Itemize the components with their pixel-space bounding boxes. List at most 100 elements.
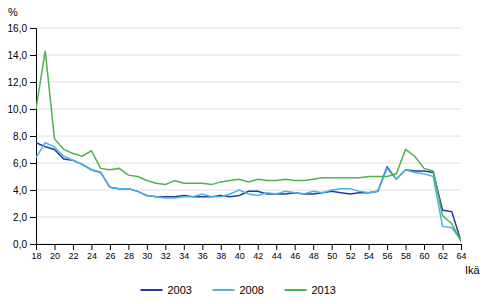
x-tick-mark bbox=[258, 244, 259, 250]
y-tick: 0,0 bbox=[13, 239, 36, 250]
x-tick-label: 46 bbox=[290, 251, 300, 261]
chart: 0,02,04,06,08,010,012,014,016,0182022242… bbox=[0, 0, 493, 304]
x-axis: 1820222426283032343638404244464850525456… bbox=[31, 244, 466, 261]
grid-line bbox=[36, 109, 461, 110]
x-tick-mark bbox=[332, 244, 333, 250]
legend-label: 2003 bbox=[168, 284, 192, 296]
x-axis-line bbox=[37, 245, 462, 251]
x-tick: 50 bbox=[327, 244, 337, 261]
legend-item: 2003 bbox=[141, 284, 192, 296]
y-tick: 6,0 bbox=[13, 158, 36, 169]
x-tick: 64 bbox=[456, 244, 466, 261]
y-tick-mark bbox=[30, 244, 36, 245]
y-tick-mark bbox=[30, 163, 36, 164]
x-tick-label: 50 bbox=[327, 251, 337, 261]
x-tick-mark bbox=[443, 244, 444, 250]
x-tick-label: 54 bbox=[364, 251, 374, 261]
y-tick: 12,0 bbox=[8, 77, 36, 88]
x-tick-label: 62 bbox=[438, 251, 448, 261]
legend-swatch bbox=[213, 289, 235, 291]
y-tick: 8,0 bbox=[13, 131, 36, 142]
x-tick-mark bbox=[369, 244, 370, 250]
y-tick-mark bbox=[30, 190, 36, 191]
x-tick-label: 52 bbox=[346, 251, 356, 261]
x-tick: 28 bbox=[124, 244, 134, 261]
x-tick-label: 36 bbox=[198, 251, 208, 261]
legend-label: 2008 bbox=[240, 284, 264, 296]
y-tick-mark bbox=[30, 28, 36, 29]
x-tick: 62 bbox=[438, 244, 448, 261]
x-tick-label: 38 bbox=[216, 251, 226, 261]
y-tick: 16,0 bbox=[8, 23, 36, 34]
y-tick: 14,0 bbox=[8, 50, 36, 61]
x-tick-mark bbox=[221, 244, 222, 250]
x-tick-label: 60 bbox=[420, 251, 430, 261]
x-tick-mark bbox=[110, 244, 111, 250]
x-tick: 32 bbox=[161, 244, 171, 261]
x-tick-mark bbox=[54, 244, 55, 250]
legend-swatch bbox=[285, 289, 307, 291]
x-tick-mark bbox=[350, 244, 351, 250]
y-tick-label: 0,0 bbox=[13, 239, 27, 250]
x-tick-mark bbox=[313, 244, 314, 250]
y-tick-label: 6,0 bbox=[13, 158, 27, 169]
grid-line bbox=[36, 190, 461, 191]
lines bbox=[36, 51, 461, 241]
x-tick-label: 24 bbox=[87, 251, 97, 261]
grid bbox=[36, 28, 461, 244]
x-tick-label: 42 bbox=[253, 251, 263, 261]
legend-item: 2013 bbox=[285, 284, 336, 296]
x-tick: 36 bbox=[198, 244, 208, 261]
x-tick: 26 bbox=[105, 244, 115, 261]
x-tick: 58 bbox=[401, 244, 411, 261]
x-tick-label: 58 bbox=[401, 251, 411, 261]
x-tick-label: 18 bbox=[31, 251, 41, 261]
x-tick-mark bbox=[128, 244, 129, 250]
x-tick-label: 32 bbox=[161, 251, 171, 261]
y-tick-mark bbox=[30, 109, 36, 110]
y-tick: 2,0 bbox=[13, 212, 36, 223]
y-tick-mark bbox=[30, 55, 36, 56]
y-tick-label: 12,0 bbox=[8, 77, 28, 88]
legend-label: 2013 bbox=[312, 284, 336, 296]
x-tick: 38 bbox=[216, 244, 226, 261]
x-tick-label: 30 bbox=[142, 251, 152, 261]
series-line bbox=[36, 51, 461, 241]
y-tick-label: 8,0 bbox=[13, 131, 27, 142]
grid-line bbox=[36, 217, 461, 218]
grid-line bbox=[36, 163, 461, 164]
grid-line bbox=[36, 82, 461, 83]
series-line bbox=[36, 143, 461, 240]
x-tick-mark bbox=[276, 244, 277, 250]
legend-swatch bbox=[141, 289, 163, 291]
x-tick: 54 bbox=[364, 244, 374, 261]
y-tick-label: 16,0 bbox=[8, 23, 28, 34]
x-axis-label: Ikä bbox=[465, 264, 481, 276]
x-tick: 44 bbox=[272, 244, 282, 261]
x-tick-mark bbox=[73, 244, 74, 250]
x-tick-mark bbox=[239, 244, 240, 250]
x-tick: 22 bbox=[68, 244, 78, 261]
y-tick-mark bbox=[30, 217, 36, 218]
x-tick-mark bbox=[295, 244, 296, 250]
y-axis: 0,02,04,06,08,010,012,014,016,0 bbox=[8, 23, 37, 250]
x-tick: 24 bbox=[87, 244, 97, 261]
x-tick-label: 22 bbox=[68, 251, 78, 261]
x-tick: 40 bbox=[235, 244, 245, 261]
x-tick-mark bbox=[147, 244, 148, 250]
plot-area: 0,02,04,06,08,010,012,014,016,0182022242… bbox=[8, 23, 467, 262]
y-tick-label: 14,0 bbox=[8, 50, 28, 61]
x-tick-label: 44 bbox=[272, 251, 282, 261]
series-line bbox=[36, 143, 461, 242]
y-tick-mark bbox=[30, 136, 36, 137]
grid-line bbox=[36, 55, 461, 56]
x-tick-mark bbox=[91, 244, 92, 250]
x-tick-label: 56 bbox=[383, 251, 393, 261]
x-tick-label: 20 bbox=[50, 251, 60, 261]
y-tick: 10,0 bbox=[8, 104, 36, 115]
x-tick-label: 48 bbox=[309, 251, 319, 261]
x-tick-mark bbox=[36, 244, 37, 250]
grid-line bbox=[36, 136, 461, 137]
x-tick: 56 bbox=[383, 244, 393, 261]
y-tick-label: 2,0 bbox=[13, 212, 27, 223]
